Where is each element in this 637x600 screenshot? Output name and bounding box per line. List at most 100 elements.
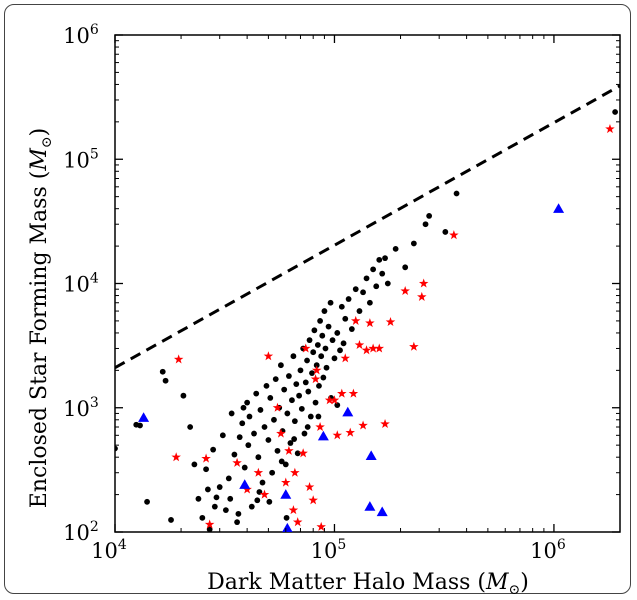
point-circle <box>410 240 417 247</box>
point-circle <box>244 399 251 406</box>
point-circle <box>240 404 247 411</box>
point-star <box>418 278 429 288</box>
point-circle <box>283 514 290 521</box>
point-circle <box>191 461 198 468</box>
point-circle <box>246 413 253 420</box>
point-circle <box>144 498 150 505</box>
point-circle <box>281 386 288 393</box>
point-circle <box>284 410 291 417</box>
point-circle <box>453 190 460 197</box>
point-circle <box>334 330 341 336</box>
point-star <box>345 427 355 437</box>
point-circle <box>376 256 383 263</box>
point-star <box>409 341 419 351</box>
y-tick-exponent: 6 <box>90 22 99 38</box>
point-triangle <box>138 412 150 422</box>
point-star <box>301 343 311 353</box>
point-circle <box>337 347 343 354</box>
point-star <box>276 428 286 438</box>
x-axis-label: Dark Matter Halo Mass (M⊙) <box>207 570 529 598</box>
point-star <box>284 445 294 455</box>
point-circle <box>319 332 326 339</box>
point-circle <box>272 376 279 383</box>
point-circle <box>187 424 194 430</box>
point-star <box>417 291 427 301</box>
point-circle <box>261 424 268 430</box>
point-circle <box>422 221 429 228</box>
point-circle <box>352 286 359 293</box>
point-circle <box>263 382 270 389</box>
point-star <box>201 453 211 463</box>
point-circle <box>289 397 295 404</box>
point-star <box>380 419 390 429</box>
point-star <box>259 489 270 499</box>
x-tick-label: 105 <box>311 537 347 563</box>
point-circle <box>203 466 209 473</box>
point-circle <box>307 413 314 420</box>
point-circle <box>195 495 202 502</box>
point-circle <box>255 454 262 461</box>
point-star <box>358 420 368 430</box>
data-points <box>115 109 619 532</box>
point-circle <box>322 345 329 352</box>
point-star <box>288 505 299 515</box>
point-star <box>310 374 321 384</box>
point-circle <box>313 362 320 369</box>
y-tick-exponent: 2 <box>90 519 99 535</box>
point-triangle <box>553 203 565 213</box>
point-triangle <box>364 501 376 511</box>
point-circle <box>318 353 325 360</box>
point-circle <box>296 392 302 399</box>
point-star <box>361 345 372 355</box>
point-circle <box>302 379 309 386</box>
point-star <box>324 395 335 405</box>
point-triangle <box>317 430 329 441</box>
y-tick-label: 102 <box>63 519 99 545</box>
point-star <box>368 343 378 353</box>
point-star <box>304 482 315 492</box>
point-circle <box>254 497 261 504</box>
y-tick-exponent: 5 <box>90 146 99 162</box>
point-circle <box>290 353 297 360</box>
point-circle <box>338 303 345 310</box>
point-circle <box>384 280 391 287</box>
point-circle <box>287 440 294 446</box>
x-tick-exponent: 5 <box>337 537 346 553</box>
point-circle <box>321 308 328 314</box>
point-circle <box>286 373 292 379</box>
point-circle <box>297 367 304 374</box>
point-star <box>329 395 340 405</box>
y-tick-label: 103 <box>63 395 99 421</box>
point-circle <box>210 446 217 453</box>
point-circle <box>298 405 305 412</box>
point-star <box>281 477 291 487</box>
point-circle <box>115 445 118 452</box>
point-star <box>385 316 396 327</box>
point-star <box>253 467 264 477</box>
point-circle <box>304 357 310 364</box>
point-star <box>311 365 322 375</box>
point-circle <box>340 340 347 347</box>
point-circle <box>392 245 399 252</box>
point-circle <box>306 337 313 344</box>
point-star <box>242 484 252 494</box>
point-circle <box>236 434 243 441</box>
point-circle <box>245 442 252 449</box>
point-star <box>263 351 274 361</box>
point-circle <box>259 479 266 486</box>
point-circle <box>363 275 370 282</box>
point-circle <box>265 437 272 443</box>
point-circle <box>204 486 211 493</box>
point-circle <box>282 461 289 468</box>
point-circle <box>309 370 315 377</box>
point-circle <box>159 368 166 375</box>
x-tick-exponent: 4 <box>118 537 127 553</box>
figure-frame <box>4 4 631 594</box>
point-circle <box>310 349 317 356</box>
point-star <box>272 402 283 412</box>
point-triangle <box>282 522 293 532</box>
point-star <box>232 457 242 467</box>
point-star <box>605 124 615 134</box>
point-circle <box>312 399 319 406</box>
